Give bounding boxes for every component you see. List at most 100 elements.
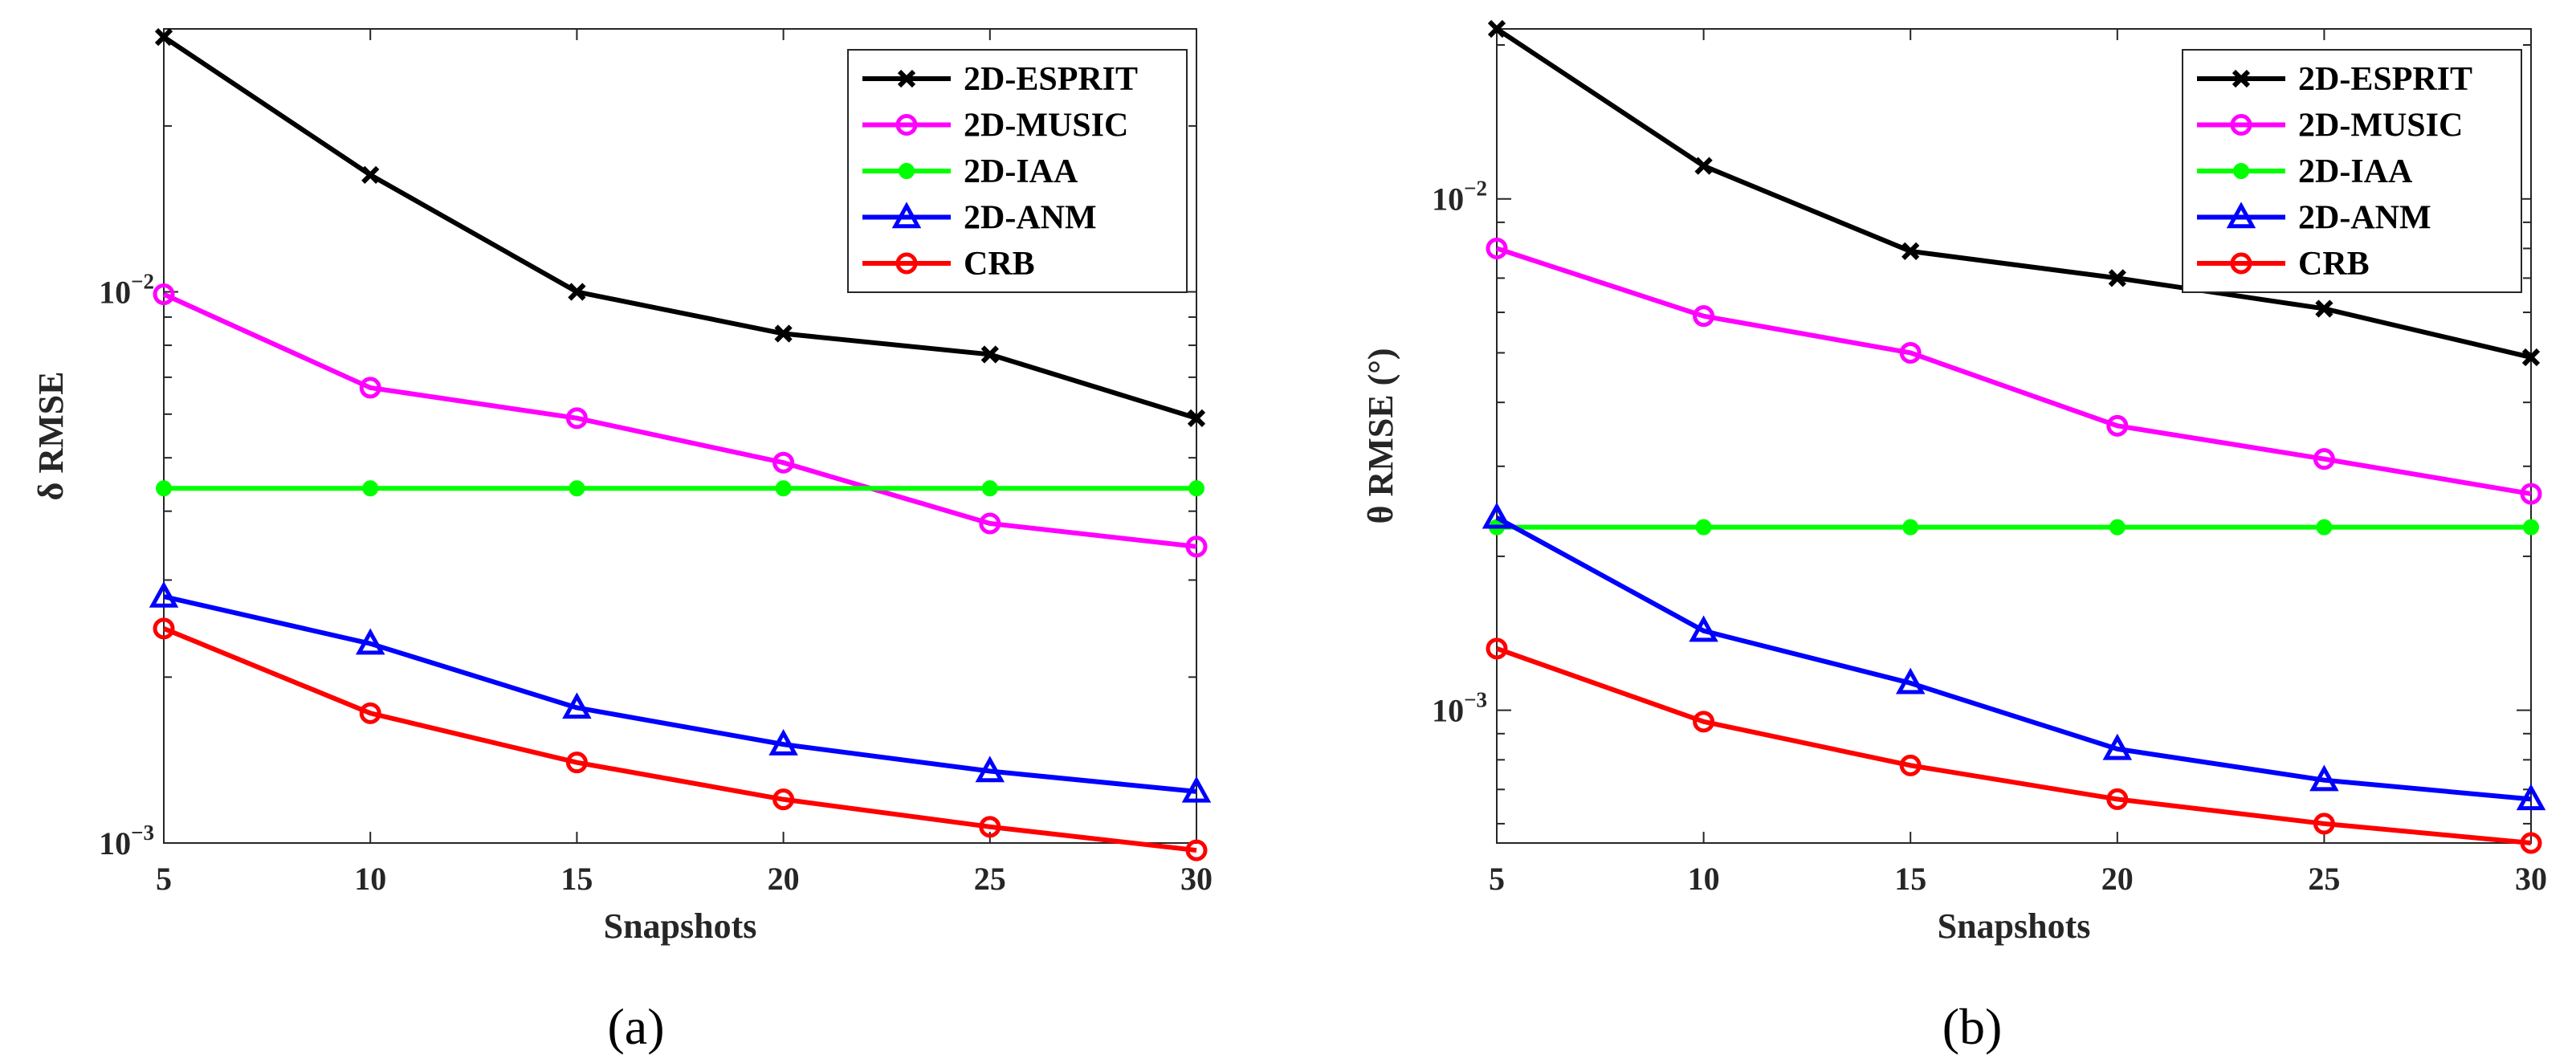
series-line bbox=[1496, 246, 2532, 497]
series-line bbox=[1495, 515, 2532, 802]
data-point bbox=[2315, 299, 2333, 318]
data-point bbox=[2109, 519, 2126, 536]
legend-label: 2D-IAA bbox=[2298, 153, 2413, 190]
series-crb bbox=[153, 617, 1208, 861]
data-point bbox=[979, 512, 1001, 535]
data-point bbox=[980, 345, 999, 364]
data-point bbox=[2520, 483, 2542, 505]
data-point bbox=[1187, 409, 1206, 427]
data-point bbox=[2316, 519, 2333, 536]
legend-item-2d-music: 2D-MUSIC bbox=[2197, 108, 2463, 145]
x-tick-label: 25 bbox=[2308, 861, 2340, 897]
legend-label: 2D-MUSIC bbox=[964, 108, 1128, 145]
data-point bbox=[1901, 242, 1920, 261]
legend-item-2d-esprit: 2D-ESPRIT bbox=[2197, 61, 2472, 98]
legend-marker bbox=[2232, 69, 2251, 88]
x-tick-label: 30 bbox=[2515, 861, 2547, 897]
data-point bbox=[568, 283, 586, 301]
data-point bbox=[359, 377, 381, 399]
legend-item-2d-esprit: 2D-ESPRIT bbox=[862, 61, 1138, 98]
legend-marker bbox=[899, 163, 915, 179]
series-2d-music bbox=[153, 283, 1208, 558]
x-tick-label: 5 bbox=[1489, 861, 1505, 897]
legend-label: CRB bbox=[2298, 246, 2370, 283]
y-tick-label: 10−2 bbox=[99, 270, 154, 311]
x-tick-label: 20 bbox=[2101, 861, 2134, 897]
legend-item-2d-iaa: 2D-IAA bbox=[862, 153, 1078, 190]
chart-panel-a: 5 10 15 20 25 30 10−2 10−3 Snapshots δ RMSE 2D-ESP… bbox=[31, 27, 1213, 1055]
x-tick-label: 20 bbox=[768, 861, 800, 897]
data-point bbox=[153, 617, 175, 640]
panel-caption: (b) bbox=[1942, 998, 2003, 1055]
legend-marker bbox=[897, 69, 916, 88]
legend-item-2d-music: 2D-MUSIC bbox=[862, 108, 1128, 145]
series-line bbox=[163, 594, 1197, 794]
legend-marker bbox=[895, 114, 918, 136]
data-point bbox=[2521, 348, 2541, 367]
series-2d-iaa bbox=[1489, 519, 2539, 536]
x-axis-label: Snapshots bbox=[1938, 906, 2091, 946]
data-point bbox=[2108, 269, 2126, 287]
legend-label: 2D-ANM bbox=[2298, 200, 2431, 237]
x-axis: 5 10 15 20 25 30 bbox=[1489, 29, 2547, 897]
legend-marker bbox=[2233, 163, 2249, 179]
data-point bbox=[1181, 776, 1212, 803]
y-axis: 10−2 10−3 bbox=[99, 270, 154, 861]
data-point bbox=[149, 580, 179, 608]
series-2d-esprit bbox=[154, 27, 1206, 427]
data-point bbox=[2516, 784, 2546, 811]
data-point bbox=[2313, 813, 2335, 835]
data-point bbox=[156, 480, 172, 497]
legend-item-crb: CRB bbox=[862, 246, 1035, 283]
legend-marker bbox=[2230, 252, 2252, 275]
data-point bbox=[1693, 711, 1715, 733]
data-point bbox=[1482, 502, 1512, 529]
legend-item-2d-iaa: 2D-IAA bbox=[2197, 153, 2413, 190]
x-axis-label: Snapshots bbox=[604, 906, 757, 946]
panel-caption: (a) bbox=[607, 998, 664, 1055]
data-point bbox=[562, 692, 592, 719]
series-2d-iaa bbox=[156, 480, 1204, 497]
data-point bbox=[775, 480, 792, 497]
data-point bbox=[768, 728, 798, 756]
data-point bbox=[359, 702, 381, 724]
data-point bbox=[1695, 519, 1712, 536]
legend-label: 2D-ESPRIT bbox=[2298, 61, 2472, 98]
legend-marker bbox=[2226, 202, 2256, 229]
legend-marker bbox=[891, 202, 922, 229]
chart-panel-b: 5 10 15 20 25 30 10−2 10−3 Snapshots θ RMSE (°) 2D… bbox=[1361, 19, 2547, 1055]
data-point bbox=[569, 480, 585, 497]
data-point bbox=[1694, 157, 1713, 175]
y-axis-label: θ RMSE (°) bbox=[1361, 348, 1400, 524]
data-point bbox=[2106, 414, 2129, 437]
legend-item-crb: CRB bbox=[2197, 246, 2370, 283]
data-point bbox=[1487, 19, 1506, 39]
y-tick-label: 10−3 bbox=[99, 821, 154, 861]
data-point bbox=[1486, 237, 1508, 259]
data-point bbox=[2313, 448, 2335, 470]
data-point bbox=[1185, 536, 1208, 558]
y-tick-label: 10−2 bbox=[1432, 177, 1487, 218]
x-tick-label: 15 bbox=[560, 861, 593, 897]
x-tick-label: 25 bbox=[974, 861, 1006, 897]
data-point bbox=[1689, 615, 1718, 642]
legend-label: 2D-ANM bbox=[964, 200, 1097, 237]
x-tick-label: 30 bbox=[1180, 861, 1213, 897]
data-point bbox=[565, 407, 588, 430]
series-2d-music bbox=[1486, 237, 2542, 505]
series-line bbox=[1496, 646, 2532, 845]
series-2d-anm bbox=[1482, 502, 2546, 811]
legend: 2D-ESPRIT 2D-MUSIC 2D-IAA 2D-ANM CRB bbox=[847, 49, 1188, 293]
data-point bbox=[361, 165, 380, 184]
data-point bbox=[2309, 764, 2339, 792]
data-point bbox=[772, 451, 795, 474]
series-line bbox=[162, 626, 1197, 853]
data-point bbox=[154, 27, 173, 47]
data-point bbox=[981, 480, 998, 497]
data-point bbox=[355, 628, 385, 655]
data-point bbox=[979, 816, 1001, 838]
data-point bbox=[975, 756, 1005, 783]
series-line bbox=[1495, 26, 2532, 360]
data-point bbox=[1486, 637, 1508, 660]
